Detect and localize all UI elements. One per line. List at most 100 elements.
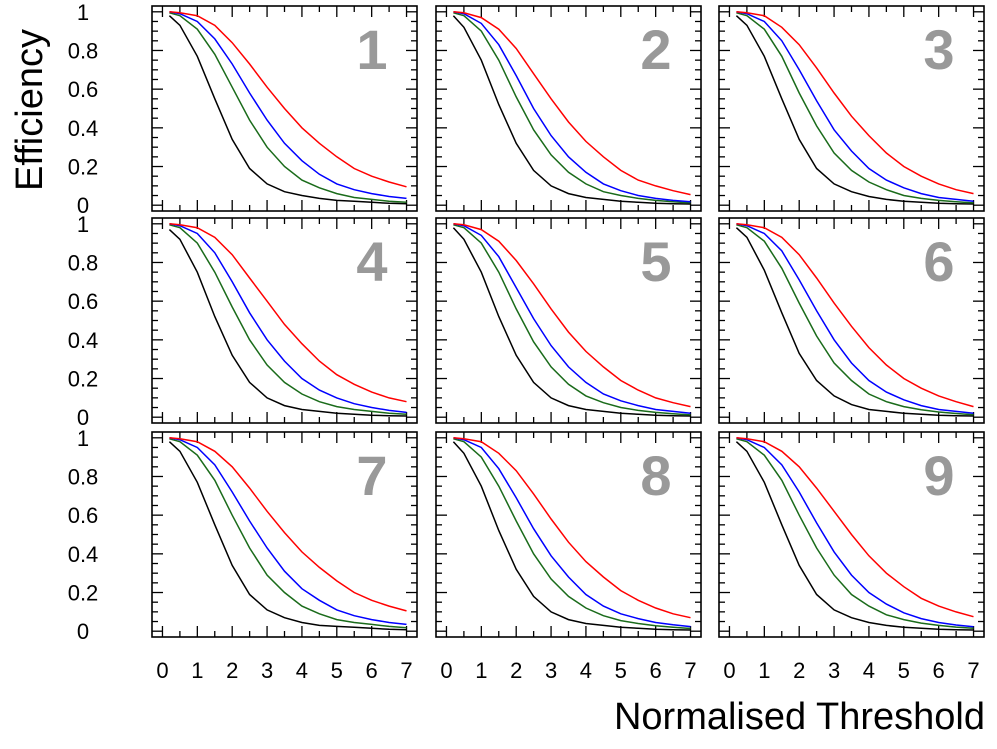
- y-tick-label: 0.6: [68, 289, 99, 314]
- series-blue-line: [453, 223, 691, 415]
- x-tick-label: 3: [261, 658, 273, 683]
- series-red-line: [169, 223, 407, 403]
- series-green-line: [169, 12, 407, 204]
- x-tick-label: 0: [156, 658, 168, 683]
- panel-7: 7: [151, 431, 418, 638]
- labels-layer: 00.20.40.60.8100.20.40.60.8100.20.40.60.…: [68, 0, 980, 683]
- x-tick-label: 1: [758, 658, 770, 683]
- x-tick-label: 2: [510, 658, 522, 683]
- y-tick-label: 1: [77, 212, 89, 237]
- series-blue-line: [453, 437, 691, 628]
- x-tick-label: 5: [331, 658, 343, 683]
- x-tick-label: 7: [967, 658, 979, 683]
- y-tick-label: 0.4: [68, 328, 99, 353]
- x-tick-label: 0: [440, 658, 452, 683]
- series-black-line: [735, 15, 974, 205]
- x-tick-label: 4: [863, 658, 875, 683]
- series-green-line: [169, 438, 407, 629]
- series-black-line: [735, 227, 974, 417]
- series-red-line: [453, 11, 691, 196]
- y-tick-label: 0.2: [68, 367, 99, 392]
- y-tick-label: 0.4: [68, 116, 99, 141]
- series-blue-line: [736, 437, 974, 628]
- panel-number-label: 5: [640, 230, 671, 293]
- panel-5: 5: [435, 217, 702, 424]
- y-tick-label: 0: [77, 405, 89, 430]
- x-tick-label: 4: [296, 658, 308, 683]
- series-green-line: [736, 224, 974, 416]
- x-tick-label: 5: [615, 658, 627, 683]
- series-green-line: [453, 438, 691, 630]
- x-tick-label: 6: [366, 658, 378, 683]
- series-black-line: [452, 15, 691, 205]
- x-tick-label: 3: [828, 658, 840, 683]
- x-tick-label: 3: [545, 658, 557, 683]
- panel-number-label: 3: [923, 18, 954, 81]
- series-blue-line: [736, 223, 974, 415]
- panel-number-label: 4: [356, 230, 387, 293]
- series-blue-line: [169, 223, 407, 414]
- series-red-line: [169, 11, 407, 188]
- panels-layer: 1 2 3 4 5 6 7 8 9: [151, 5, 985, 638]
- series-green-line: [453, 224, 691, 416]
- series-green-line: [453, 12, 691, 204]
- x-tick-label: 6: [650, 658, 662, 683]
- y-tick-label: 0.8: [68, 250, 99, 275]
- series-red-line: [736, 11, 974, 195]
- y-tick-label: 0.8: [68, 38, 99, 63]
- panel-6: 6: [718, 217, 985, 424]
- x-axis-title: Normalised Threshold: [614, 696, 985, 738]
- series-black-line: [735, 441, 974, 631]
- series-blue-line: [169, 11, 407, 200]
- series-red-line: [453, 223, 691, 408]
- panel-number-label: 8: [640, 444, 671, 507]
- y-tick-label: 1: [77, 426, 89, 451]
- panel-3: 3: [718, 5, 985, 212]
- series-red-line: [736, 223, 974, 408]
- panel-8: 8: [435, 431, 702, 638]
- series-red-line: [169, 437, 407, 612]
- y-tick-label: 0.6: [68, 503, 99, 528]
- x-tick-label: 6: [933, 658, 945, 683]
- panel-number-label: 2: [640, 18, 671, 81]
- x-tick-label: 5: [898, 658, 910, 683]
- series-black-line: [452, 227, 691, 417]
- series-black-line: [452, 441, 691, 631]
- x-tick-label: 7: [684, 658, 696, 683]
- panel-9: 9: [718, 431, 985, 638]
- panel-number-label: 1: [356, 18, 387, 81]
- series-blue-line: [736, 11, 974, 203]
- y-axis-title: Efficiency: [9, 29, 51, 191]
- y-tick-label: 0.8: [68, 464, 99, 489]
- y-tick-label: 0: [77, 619, 89, 644]
- y-tick-label: 0.2: [68, 581, 99, 606]
- panel-4: 4: [151, 217, 418, 424]
- y-tick-label: 1: [77, 0, 89, 25]
- series-green-line: [169, 224, 407, 416]
- panel-number-label: 6: [923, 230, 954, 293]
- x-tick-label: 2: [793, 658, 805, 683]
- series-black-line: [168, 15, 407, 205]
- y-tick-label: 0.2: [68, 155, 99, 180]
- series-green-line: [736, 438, 974, 630]
- x-tick-label: 1: [475, 658, 487, 683]
- panel-1: 1: [151, 5, 418, 212]
- y-tick-label: 0: [77, 193, 89, 218]
- series-green-line: [736, 12, 974, 204]
- y-tick-label: 0.4: [68, 542, 99, 567]
- panel-number-label: 9: [923, 444, 954, 507]
- panel-2: 2: [435, 5, 702, 212]
- series-red-line: [453, 437, 691, 619]
- panel-number-label: 7: [356, 444, 387, 507]
- series-red-line: [736, 437, 974, 618]
- x-tick-label: 4: [580, 658, 592, 683]
- x-tick-label: 2: [226, 658, 238, 683]
- x-tick-label: 0: [723, 658, 735, 683]
- x-tick-label: 7: [400, 658, 412, 683]
- series-blue-line: [169, 437, 407, 626]
- y-tick-label: 0.6: [68, 77, 99, 102]
- x-tick-label: 1: [191, 658, 203, 683]
- series-blue-line: [453, 11, 691, 203]
- series-black-line: [168, 441, 407, 631]
